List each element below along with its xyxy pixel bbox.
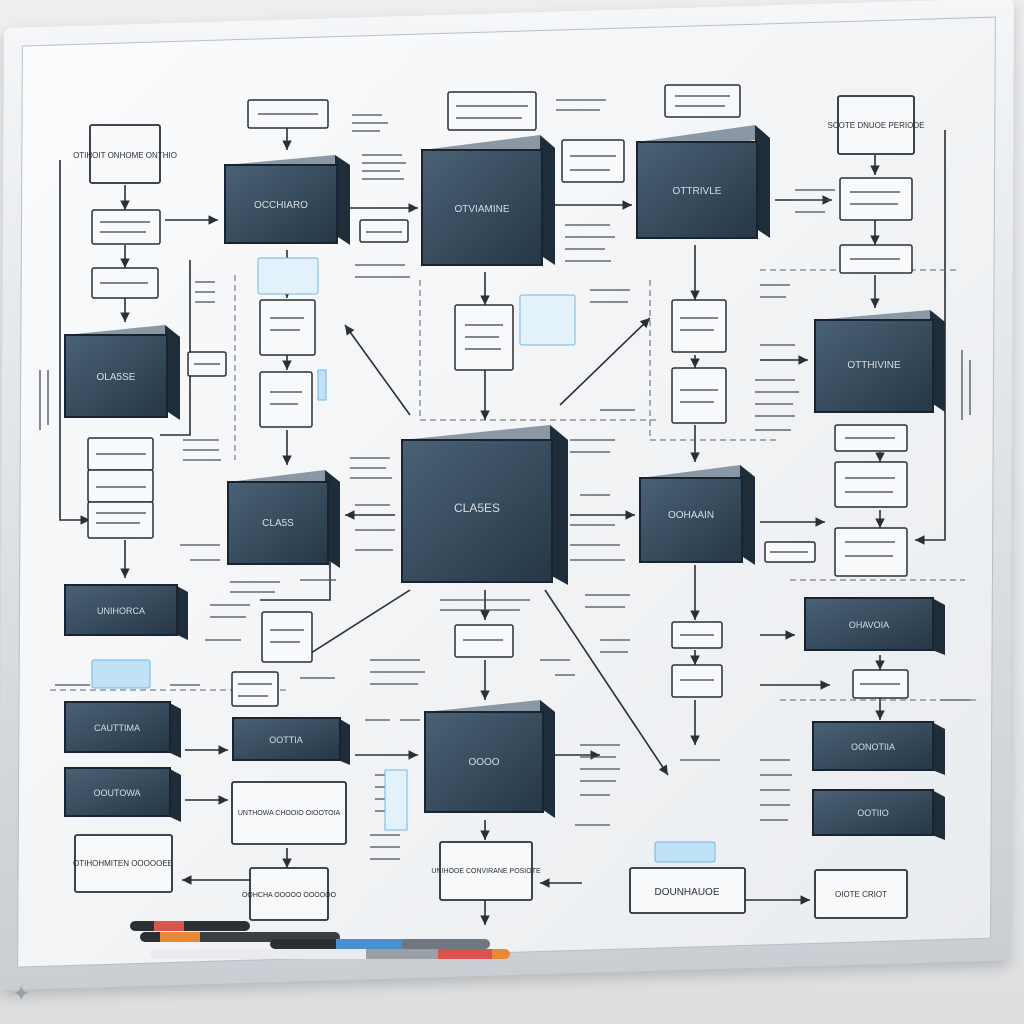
scribbled-annotations xyxy=(39,99,971,860)
box-b1 xyxy=(224,155,350,245)
label-b1: OCCHIARO xyxy=(254,200,308,211)
label-b3: OTTRIVLE xyxy=(673,186,722,197)
bar-r2 xyxy=(64,701,181,758)
marker-red[interactable] xyxy=(130,921,250,931)
box-b4 xyxy=(64,325,180,420)
label-s3: DOUNHAUOE xyxy=(654,887,719,898)
label-r6: OONOTIIA xyxy=(851,742,895,752)
label-s6: OIOTE CRIOT xyxy=(835,890,887,899)
label-s4: OTIHOHMITEN OOOOOEE xyxy=(73,859,173,868)
bar-r5 xyxy=(804,597,945,655)
big-box-group xyxy=(64,125,945,818)
box-b6 xyxy=(227,470,340,568)
box-b9 xyxy=(424,700,555,818)
label-b2: OTVIAMINE xyxy=(454,204,509,215)
box-b7 xyxy=(401,425,568,585)
label-s2: SCOTE DNUOE PERIODE xyxy=(828,121,925,130)
marker-orange[interactable] xyxy=(140,932,340,942)
label-b7: CLA5ES xyxy=(454,501,500,515)
label-s1: OTIHOIT ONHOME ONTHIO xyxy=(73,151,177,160)
box-b3 xyxy=(636,125,770,239)
bar-r7 xyxy=(812,789,945,840)
dashed-guides xyxy=(50,269,980,701)
box-b5 xyxy=(814,310,945,413)
labeled-white-boxes xyxy=(74,95,915,921)
sparkle-icon: ✦ xyxy=(12,982,31,1007)
label-r5: OHAVOIA xyxy=(849,620,889,630)
label-r2: CAUTTIMA xyxy=(94,723,140,733)
label-r4: OOTTIA xyxy=(269,735,303,745)
box-b2 xyxy=(421,135,555,266)
marker-gray[interactable] xyxy=(150,949,510,959)
label-b9: OOOO xyxy=(468,757,499,768)
marker-tray xyxy=(120,915,560,975)
label-r7: OOTIIO xyxy=(857,808,889,818)
bar-box-group xyxy=(64,584,945,840)
label-b4: OLA5SE xyxy=(97,372,136,383)
label-b6: CLA5S xyxy=(262,518,294,529)
box-b8 xyxy=(639,465,755,565)
marker-blue[interactable] xyxy=(270,939,490,949)
bar-r4 xyxy=(232,717,350,765)
label-s8: OOHCHA OOOOO OOOOOO xyxy=(242,892,337,899)
bar-r6 xyxy=(812,721,945,775)
white-box-labels: OTIHOIT ONHOME ONTHIO SCOTE DNUOE PERIOD… xyxy=(73,121,924,899)
label-r3: OOUTOWA xyxy=(94,788,141,798)
blue-highlights xyxy=(91,257,716,863)
box-scribbles xyxy=(96,95,900,697)
label-b8: OOHAAIN xyxy=(668,510,714,521)
label-s5: UNIHOOE CONVIRANE POSIOTE xyxy=(431,868,541,875)
bar-r3 xyxy=(64,767,181,822)
bar-r1 xyxy=(64,584,188,640)
label-b5: OTTHIVINE xyxy=(847,360,901,371)
label-r1: UNIHORCA xyxy=(97,606,145,616)
label-s7: UNTHOWA CHOOIO OIOOTOIA xyxy=(238,810,341,817)
box-labels: OCCHIARO OTVIAMINE OTTRIVLE OLA5SE OTTHI… xyxy=(94,186,901,818)
